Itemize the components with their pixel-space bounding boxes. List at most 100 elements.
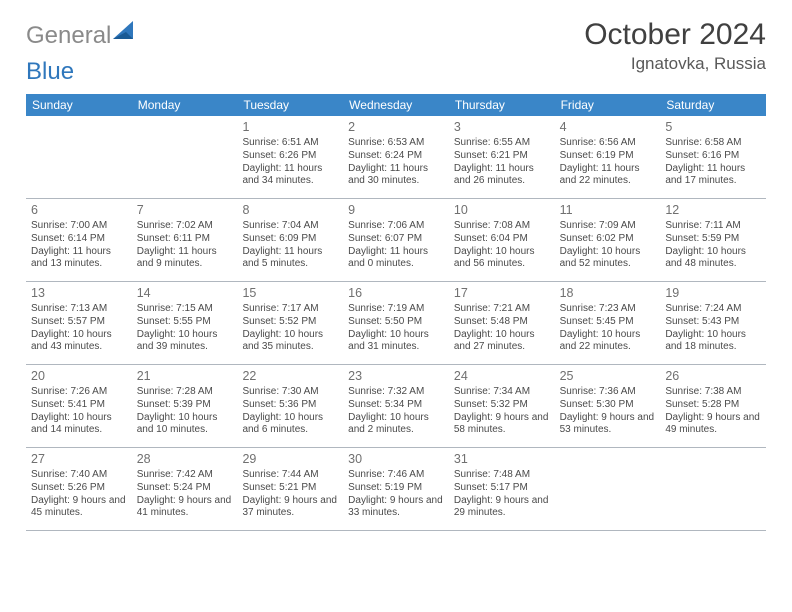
day-info-line: Sunset: 6:21 PM: [454, 150, 550, 163]
day-info-line: Sunrise: 7:40 AM: [31, 469, 127, 482]
logo-sail-icon: [113, 21, 135, 46]
day-info-line: Daylight: 10 hours and 43 minutes.: [31, 329, 127, 355]
day-info-line: Sunset: 5:32 PM: [454, 399, 550, 412]
day-info-line: Sunset: 5:55 PM: [137, 316, 233, 329]
day-info-line: Daylight: 11 hours and 34 minutes.: [242, 163, 338, 189]
day-number: 31: [454, 451, 550, 467]
day-info-line: Sunset: 5:34 PM: [348, 399, 444, 412]
day-info-line: Sunset: 5:17 PM: [454, 482, 550, 495]
day-cell: [555, 448, 661, 530]
day-info-line: Daylight: 10 hours and 31 minutes.: [348, 329, 444, 355]
day-number: 23: [348, 368, 444, 384]
day-cell: [660, 448, 766, 530]
day-info-line: Daylight: 10 hours and 6 minutes.: [242, 412, 338, 438]
day-number: 13: [31, 285, 127, 301]
week-row: 1Sunrise: 6:51 AMSunset: 6:26 PMDaylight…: [26, 116, 766, 199]
day-cell: 11 Sunrise: 7:09 AMSunset: 6:02 PMDayligh…: [555, 199, 661, 281]
day-cell: 18Sunrise: 7:23 AMSunset: 5:45 PMDayligh…: [555, 282, 661, 364]
day-info-line: Daylight: 9 hours and 49 minutes.: [665, 412, 761, 438]
day-info-line: Sunset: 6:09 PM: [242, 233, 338, 246]
day-info-line: Daylight: 11 hours and 0 minutes.: [348, 246, 444, 272]
calendar-grid: SundayMondayTuesdayWednesdayThursdayFrid…: [26, 94, 766, 531]
day-info-line: Sunrise: 7:32 AM: [348, 386, 444, 399]
day-info-line: Sunset: 5:48 PM: [454, 316, 550, 329]
day-cell: 23Sunrise: 7:32 AMSunset: 5:34 PMDayligh…: [343, 365, 449, 447]
day-cell: [26, 116, 132, 198]
day-number: 17: [454, 285, 550, 301]
day-info-line: Sunrise: 7:36 AM: [560, 386, 656, 399]
day-info-line: Sunrise: 7:17 AM: [242, 303, 338, 316]
day-info-line: Sunrise: 7:09 AM: [560, 220, 656, 233]
day-info-line: Daylight: 9 hours and 33 minutes.: [348, 495, 444, 521]
day-info-line: Sunset: 5:19 PM: [348, 482, 444, 495]
day-cell: 13Sunrise: 7:13 AMSunset: 5:57 PMDayligh…: [26, 282, 132, 364]
day-info-line: Daylight: 10 hours and 18 minutes.: [665, 329, 761, 355]
day-info-line: Sunrise: 7:24 AM: [665, 303, 761, 316]
day-cell: 16Sunrise: 7:19 AMSunset: 5:50 PMDayligh…: [343, 282, 449, 364]
day-number: 11: [560, 202, 656, 218]
calendar-page: General October 2024 Ignatovka, Russia B…: [0, 0, 792, 549]
day-cell: 15Sunrise: 7:17 AMSunset: 5:52 PMDayligh…: [237, 282, 343, 364]
day-info-line: Daylight: 10 hours and 14 minutes.: [31, 412, 127, 438]
day-info-line: Sunrise: 6:55 AM: [454, 137, 550, 150]
day-info-line: Daylight: 10 hours and 48 minutes.: [665, 246, 761, 272]
day-info-line: Sunset: 6:14 PM: [31, 233, 127, 246]
day-info-line: Sunset: 6:02 PM: [560, 233, 656, 246]
day-info-line: Sunset: 6:11 PM: [137, 233, 233, 246]
day-info-line: Sunrise: 7:06 AM: [348, 220, 444, 233]
day-number: 22: [242, 368, 338, 384]
day-cell: 4Sunrise: 6:56 AMSunset: 6:19 PMDaylight…: [555, 116, 661, 198]
day-number: 9: [348, 202, 444, 218]
day-cell: 1Sunrise: 6:51 AMSunset: 6:26 PMDaylight…: [237, 116, 343, 198]
day-number: 27: [31, 451, 127, 467]
day-cell: 20Sunrise: 7:26 AMSunset: 5:41 PMDayligh…: [26, 365, 132, 447]
logo-text-general: General: [26, 22, 111, 50]
day-number: 26: [665, 368, 761, 384]
day-info-line: Sunrise: 7:26 AM: [31, 386, 127, 399]
week-row: 20Sunrise: 7:26 AMSunset: 5:41 PMDayligh…: [26, 365, 766, 448]
day-info-line: Sunrise: 7:08 AM: [454, 220, 550, 233]
day-info-line: Sunset: 5:41 PM: [31, 399, 127, 412]
day-info-line: Daylight: 11 hours and 5 minutes.: [242, 246, 338, 272]
day-cell: 8Sunrise: 7:04 AMSunset: 6:09 PMDaylight…: [237, 199, 343, 281]
day-info-line: Sunset: 6:16 PM: [665, 150, 761, 163]
day-info-line: Sunrise: 7:21 AM: [454, 303, 550, 316]
day-number: 21: [137, 368, 233, 384]
week-row: 13Sunrise: 7:13 AMSunset: 5:57 PMDayligh…: [26, 282, 766, 365]
day-number: 7: [137, 202, 233, 218]
day-info-line: Sunset: 5:24 PM: [137, 482, 233, 495]
day-cell: 2Sunrise: 6:53 AMSunset: 6:24 PMDaylight…: [343, 116, 449, 198]
day-cell: 26Sunrise: 7:38 AMSunset: 5:28 PMDayligh…: [660, 365, 766, 447]
weekday-header: Wednesday: [343, 94, 449, 116]
day-info-line: Daylight: 11 hours and 9 minutes.: [137, 246, 233, 272]
day-info-line: Sunset: 5:30 PM: [560, 399, 656, 412]
day-info-line: Daylight: 9 hours and 45 minutes.: [31, 495, 127, 521]
day-cell: 22Sunrise: 7:30 AMSunset: 5:36 PMDayligh…: [237, 365, 343, 447]
weekday-header: Saturday: [660, 94, 766, 116]
day-cell: 24Sunrise: 7:34 AMSunset: 5:32 PMDayligh…: [449, 365, 555, 447]
day-cell: 3Sunrise: 6:55 AMSunset: 6:21 PMDaylight…: [449, 116, 555, 198]
day-info-line: Sunset: 6:24 PM: [348, 150, 444, 163]
weekday-header: Tuesday: [237, 94, 343, 116]
day-info-line: Daylight: 11 hours and 30 minutes.: [348, 163, 444, 189]
day-number: 4: [560, 119, 656, 135]
week-row: 6Sunrise: 7:00 AMSunset: 6:14 PMDaylight…: [26, 199, 766, 282]
day-cell: [132, 116, 238, 198]
day-info-line: Daylight: 10 hours and 52 minutes.: [560, 246, 656, 272]
day-info-line: Sunrise: 7:46 AM: [348, 469, 444, 482]
day-number: 25: [560, 368, 656, 384]
day-number: 2: [348, 119, 444, 135]
day-info-line: Sunset: 5:39 PM: [137, 399, 233, 412]
day-cell: 17Sunrise: 7:21 AMSunset: 5:48 PMDayligh…: [449, 282, 555, 364]
day-info-line: Sunrise: 7:30 AM: [242, 386, 338, 399]
day-cell: 31Sunrise: 7:48 AMSunset: 5:17 PMDayligh…: [449, 448, 555, 530]
day-cell: 28Sunrise: 7:42 AMSunset: 5:24 PMDayligh…: [132, 448, 238, 530]
day-info-line: Sunrise: 6:56 AM: [560, 137, 656, 150]
day-info-line: Sunset: 5:50 PM: [348, 316, 444, 329]
day-number: 12: [665, 202, 761, 218]
day-number: 18: [560, 285, 656, 301]
day-number: 8: [242, 202, 338, 218]
day-info-line: Sunset: 5:43 PM: [665, 316, 761, 329]
day-info-line: Daylight: 9 hours and 29 minutes.: [454, 495, 550, 521]
logo: General: [26, 18, 137, 50]
